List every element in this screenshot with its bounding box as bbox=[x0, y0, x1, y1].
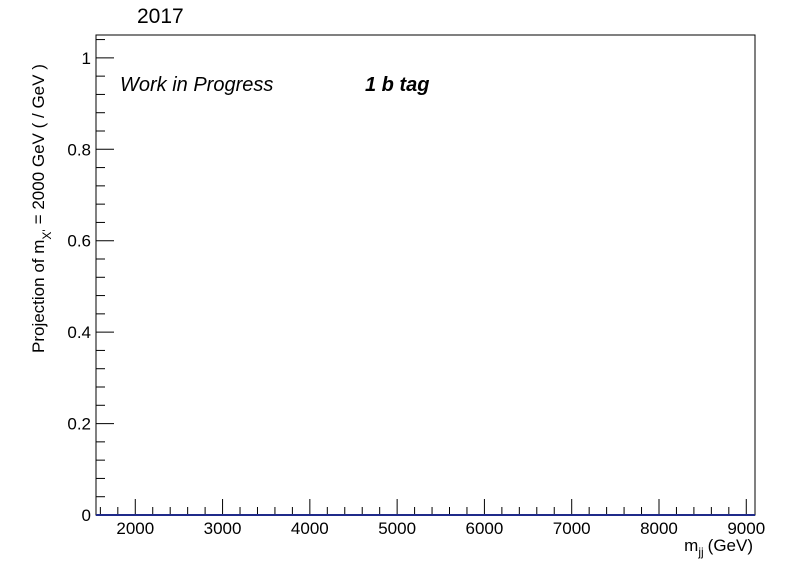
x-axis-label-unit: (GeV) bbox=[708, 536, 753, 555]
annotation-work-in-progress: Work in Progress bbox=[120, 74, 273, 96]
x-tick-label: 2000 bbox=[116, 519, 154, 538]
x-tick-label: 7000 bbox=[553, 519, 591, 538]
y-axis-tick-labels: 0 0.2 0.4 0.6 0.8 1 bbox=[67, 49, 91, 525]
x-tick-label: 5000 bbox=[378, 519, 416, 538]
x-axis-ticks bbox=[99, 499, 747, 515]
y-axis-label: Projection of mX' = 2000 GeV ( / GeV ) bbox=[29, 64, 54, 353]
y-axis-label-post: = 2000 GeV ( / GeV ) bbox=[29, 64, 48, 224]
y-tick-label: 0.6 bbox=[67, 232, 91, 251]
y-axis-label-sub: X' bbox=[40, 229, 54, 239]
y-tick-label: 1 bbox=[82, 49, 91, 68]
chart-title: 2017 bbox=[137, 5, 184, 28]
x-tick-label: 9000 bbox=[727, 519, 765, 538]
x-tick-label: 3000 bbox=[204, 519, 242, 538]
y-tick-label: 0.4 bbox=[67, 323, 91, 342]
y-axis-label-pre: Projection of m bbox=[29, 240, 48, 353]
plot-frame bbox=[95, 34, 756, 516]
y-tick-label: 0.2 bbox=[67, 415, 91, 434]
x-axis-label-main: m bbox=[684, 536, 698, 555]
y-tick-label: 0 bbox=[82, 506, 91, 525]
x-tick-label: 6000 bbox=[466, 519, 504, 538]
y-axis-ticks bbox=[96, 39, 114, 516]
x-tick-label: 8000 bbox=[640, 519, 678, 538]
x-axis-tick-labels: 2000 3000 4000 5000 6000 7000 8000 9000 bbox=[116, 519, 765, 538]
annotation-b-tag: 1 b tag bbox=[365, 74, 429, 96]
y-tick-label: 0.8 bbox=[67, 140, 91, 159]
x-axis-label: mjj (GeV) bbox=[684, 536, 753, 559]
x-tick-label: 4000 bbox=[291, 519, 329, 538]
x-axis-label-sub: jj bbox=[697, 545, 703, 559]
